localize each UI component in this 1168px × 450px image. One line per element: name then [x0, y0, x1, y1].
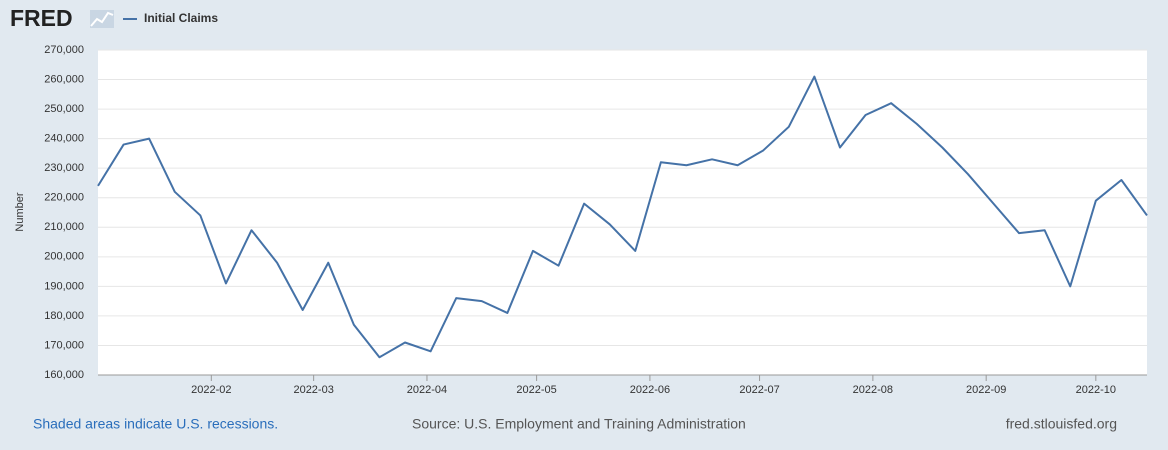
- x-tick-label: 2022-04: [407, 384, 447, 396]
- x-tick-label: 2022-08: [853, 384, 893, 396]
- recession-note[interactable]: Shaded areas indicate U.S. recessions.: [33, 416, 278, 432]
- y-tick-label: 200,000: [44, 251, 84, 263]
- logo: FRED: [10, 5, 73, 31]
- y-tick-label: 190,000: [44, 280, 84, 292]
- source: Source: U.S. Employment and Training Adm…: [412, 416, 746, 432]
- y-tick-label: 250,000: [44, 103, 84, 115]
- y-tick-label: 270,000: [44, 44, 84, 56]
- y-tick-label: 160,000: [44, 369, 84, 381]
- y-tick-label: 180,000: [44, 310, 84, 322]
- x-tick-label: 2022-06: [630, 384, 670, 396]
- y-tick-label: 230,000: [44, 162, 84, 174]
- y-axis-label: Number: [14, 192, 26, 231]
- series-line: [97, 75, 1148, 359]
- x-tick-label: 2022-03: [293, 384, 333, 396]
- x-tick-label: 2022-05: [516, 384, 556, 396]
- logo-icon: [90, 10, 114, 28]
- x-tick-label: 2022-10: [1076, 384, 1116, 396]
- y-tick-label: 210,000: [44, 221, 84, 233]
- x-tick-label: 2022-07: [739, 384, 779, 396]
- site[interactable]: fred.stlouisfed.org: [1006, 416, 1117, 432]
- plot-area: [98, 50, 1147, 375]
- y-tick-label: 170,000: [44, 339, 84, 351]
- y-tick-label: 240,000: [44, 133, 84, 145]
- x-tick-label: 2022-09: [966, 384, 1006, 396]
- y-tick-label: 260,000: [44, 73, 84, 85]
- y-tick-label: 220,000: [44, 192, 84, 204]
- legend-label: Initial Claims: [144, 11, 218, 25]
- x-tick-label: 2022-02: [191, 384, 231, 396]
